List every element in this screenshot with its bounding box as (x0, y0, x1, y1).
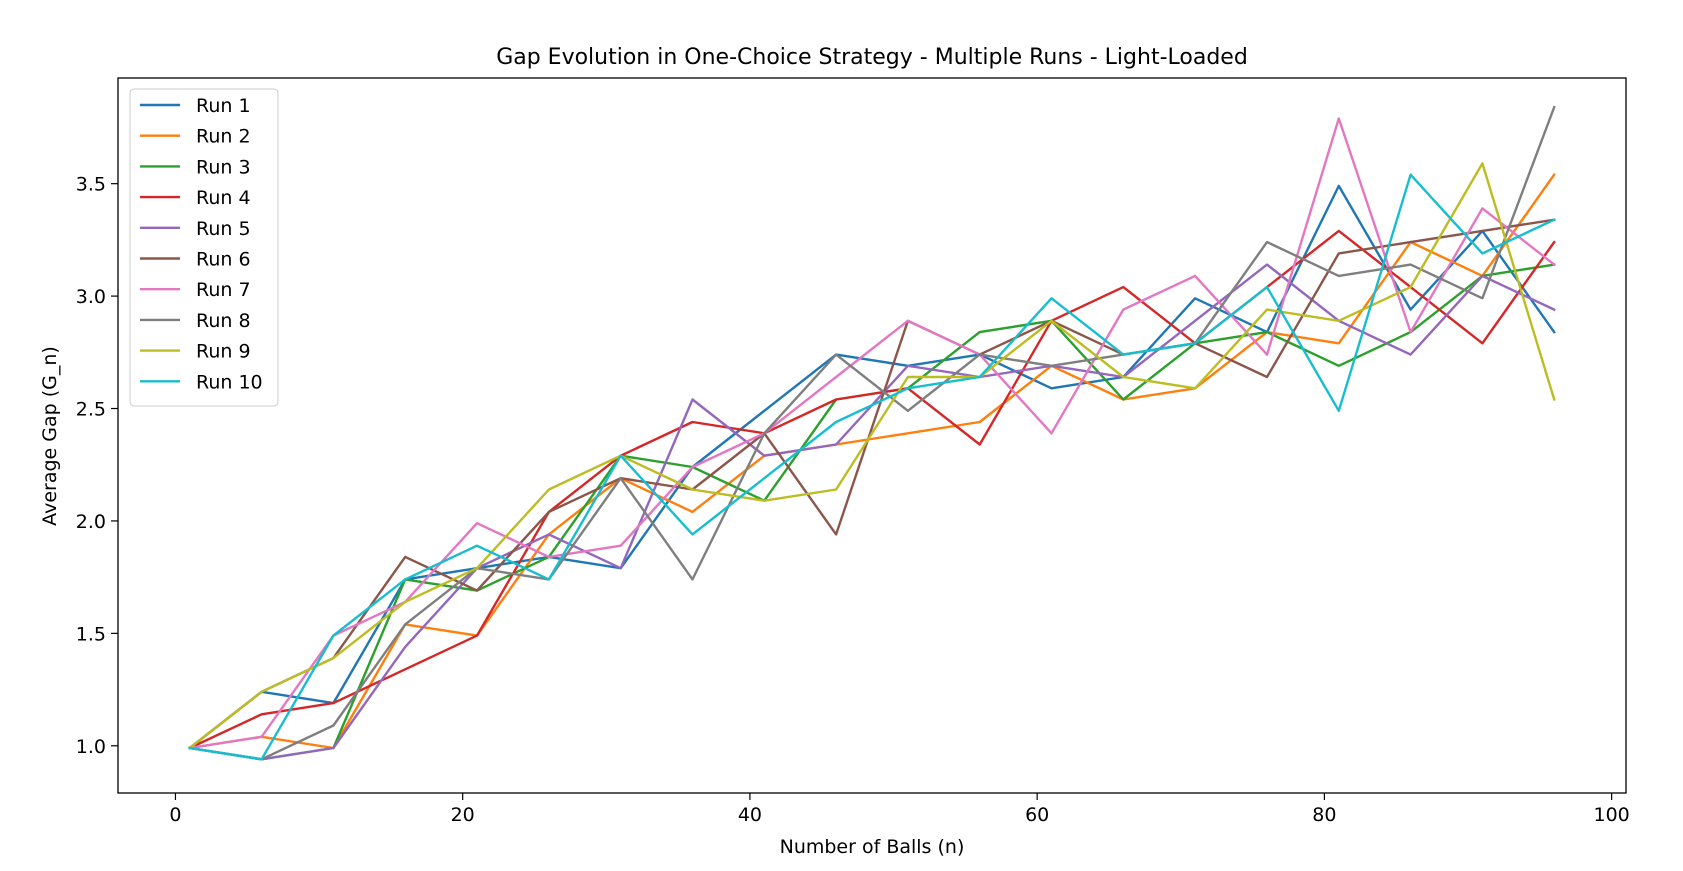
legend-label: Run 6 (196, 249, 251, 271)
x-axis-label: Number of Balls (n) (780, 836, 965, 858)
series-line-run-8 (188, 105, 1556, 761)
legend-label: Run 3 (196, 156, 251, 178)
series-line-run-2 (188, 173, 1556, 750)
x-tick-label: 40 (738, 804, 762, 826)
y-tick-label: 1.5 (76, 623, 106, 645)
legend-label: Run 9 (196, 341, 251, 363)
x-tick-label: 80 (1312, 804, 1336, 826)
x-axis: 0 20 40 60 80 100 (169, 793, 1630, 826)
legend-label: Run 10 (196, 371, 263, 393)
legend-label: Run 2 (196, 126, 251, 148)
y-tick-label: 3.0 (76, 286, 106, 308)
series-line-run-1 (188, 184, 1556, 750)
series-line-run-7 (188, 117, 1556, 750)
chart-title: Gap Evolution in One-Choice Strategy - M… (496, 45, 1248, 70)
legend-label: Run 8 (196, 310, 251, 332)
legend-label: Run 7 (196, 279, 251, 301)
plot-area (188, 105, 1556, 761)
legend: Run 1 Run 2 Run 3 Run 4 Run 5 Run 6 Run 7 Run 8… (129, 88, 279, 407)
x-tick-label: 100 (1594, 804, 1630, 826)
series-line-run-10 (188, 173, 1556, 761)
y-tick-label: 2.5 (76, 399, 106, 421)
y-tick-label: 2.0 (76, 511, 106, 533)
x-tick-label: 0 (169, 804, 181, 826)
series-line-run-9 (188, 162, 1556, 750)
legend-label: Run 5 (196, 218, 251, 240)
legend-label: Run 4 (196, 187, 251, 209)
y-tick-label: 1.0 (76, 736, 106, 758)
x-tick-label: 60 (1025, 804, 1049, 826)
legend-box (129, 88, 279, 407)
series-line-run-4 (188, 229, 1556, 750)
plot-frame (117, 77, 1627, 794)
series-line-run-6 (188, 218, 1556, 750)
legend-label: Run 1 (196, 95, 251, 117)
y-axis-label: Average Gap (G_n) (39, 346, 61, 526)
x-tick-label: 20 (451, 804, 475, 826)
y-axis: 1.0 1.5 2.0 2.5 3.0 3.5 (76, 174, 118, 758)
y-tick-label: 3.5 (76, 174, 106, 196)
